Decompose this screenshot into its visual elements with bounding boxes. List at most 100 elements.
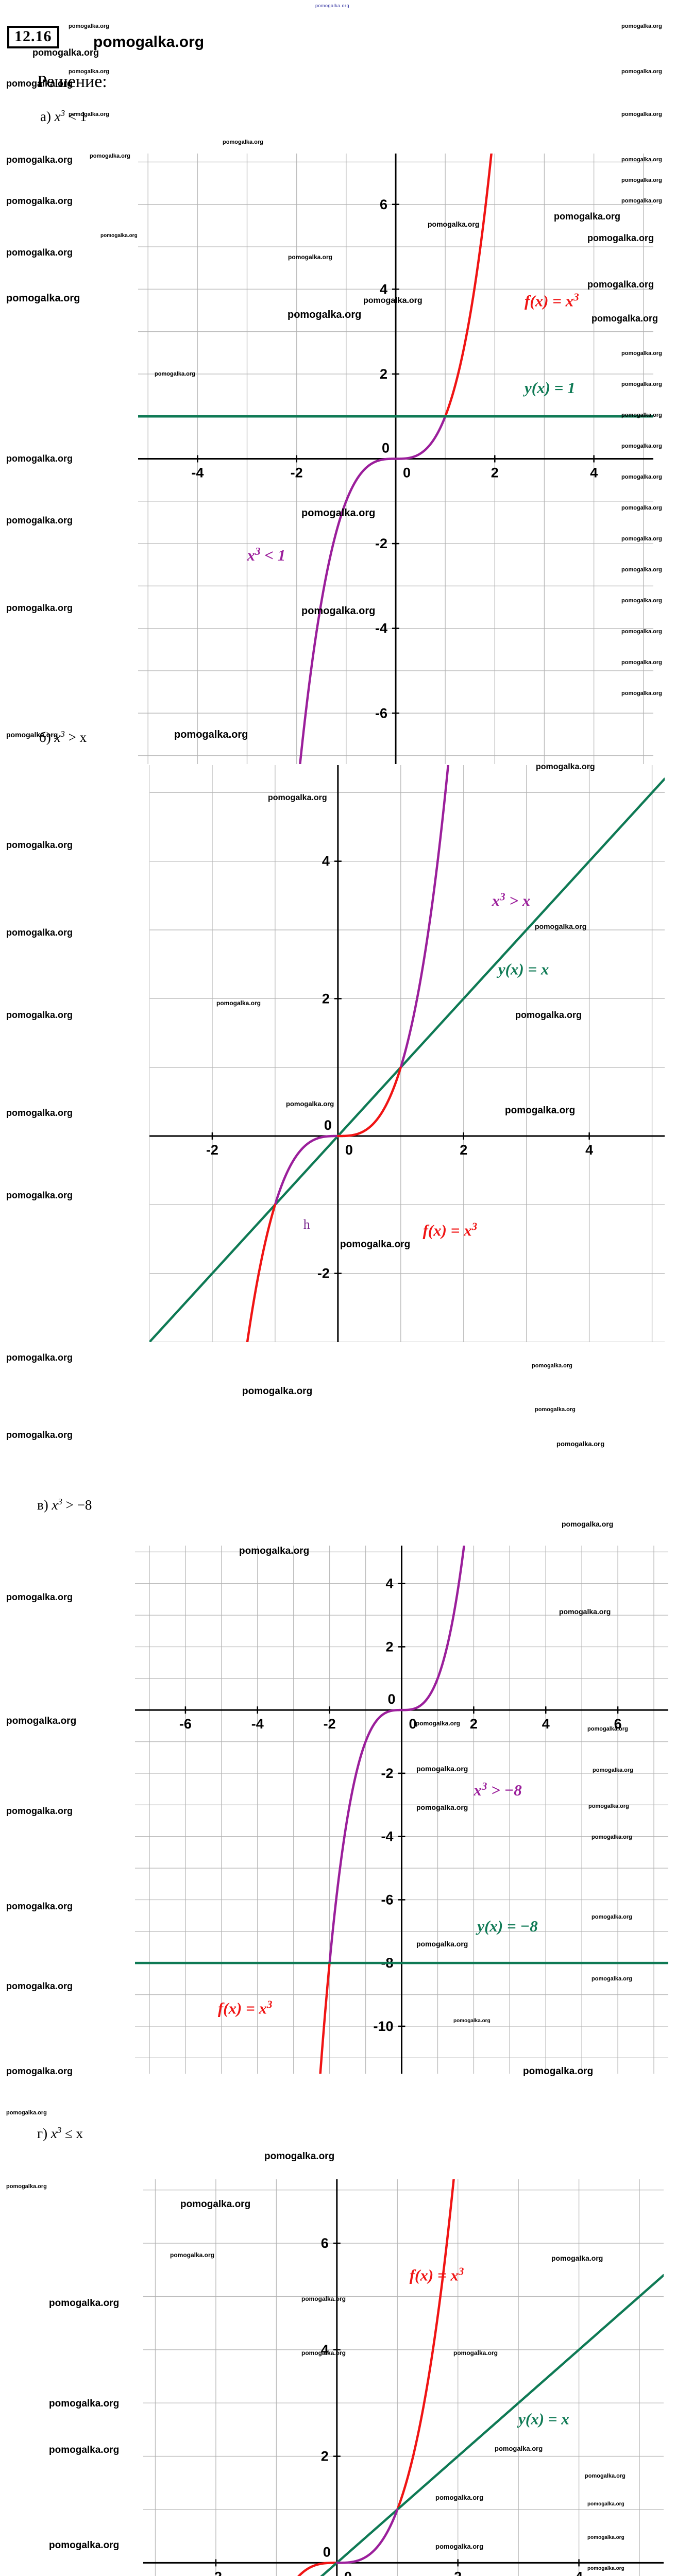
watermark: pomogalka.org [621, 23, 662, 29]
svg-text:f(x) = x3: f(x) = x3 [422, 1220, 477, 1239]
svg-text:0: 0 [403, 465, 411, 481]
svg-text:-6: -6 [375, 705, 387, 721]
svg-text:0: 0 [345, 1142, 353, 1158]
svg-text:0: 0 [382, 440, 390, 456]
data-curves [297, 2179, 664, 2576]
watermark: pomogalka.org [6, 196, 73, 206]
svg-text:2: 2 [454, 2569, 462, 2576]
svg-text:0: 0 [323, 2544, 331, 2560]
svg-text:y(x) = x: y(x) = x [496, 960, 549, 978]
svg-text:0: 0 [409, 1716, 417, 1732]
curve-x-3-1 [299, 415, 447, 764]
watermark: pomogalka.org [621, 111, 662, 117]
svg-text:-2: -2 [210, 2569, 222, 2576]
svg-text:2: 2 [385, 1639, 393, 1654]
svg-text:-4: -4 [375, 621, 387, 636]
svg-text:4: 4 [385, 1576, 393, 1591]
curve-f-x-x-3 [297, 2179, 455, 2576]
watermark: pomogalka.org [6, 247, 73, 258]
svg-text:-6: -6 [381, 1892, 393, 1907]
watermark: pomogalka.org [6, 1430, 73, 1440]
curve-y-x-x [149, 777, 665, 1342]
svg-text:2: 2 [491, 465, 499, 481]
watermark: pomogalka.org [6, 293, 80, 304]
svg-text:4: 4 [321, 2342, 329, 2358]
svg-text:2: 2 [380, 366, 387, 382]
watermark: pomogalka.org [6, 1806, 73, 1816]
grid-lines [143, 2179, 664, 2576]
series-labels: x3 > −8 y(x) = −8 f(x) = x3 [218, 1780, 538, 2018]
svg-text:0: 0 [324, 1117, 332, 1133]
tick-labels: -4 -2 2 4 -6 -4 -2 2 4 6 00 [191, 197, 598, 721]
tick-labels: -2 2 4 -2 2 4 00 [206, 854, 593, 1281]
svg-text:2: 2 [470, 1716, 478, 1732]
watermark: pomogalka.org [223, 139, 263, 145]
watermark: pomogalka.org [532, 1363, 572, 1369]
watermark: pomogalka.org [49, 2398, 120, 2409]
curve-f-x-x-3 [319, 1963, 331, 2074]
part-label-v: в) x3 > −8 [37, 1497, 92, 1513]
solution-heading: Решение: [37, 72, 107, 91]
data-curves [135, 1546, 668, 2074]
svg-text:f(x) = x3: f(x) = x3 [525, 291, 579, 310]
svg-text:4: 4 [322, 854, 330, 869]
exercise-number: 12.16 [14, 28, 52, 45]
svg-text:f(x) = x3: f(x) = x3 [218, 1998, 273, 2017]
data-curves [138, 154, 653, 764]
svg-text:6: 6 [321, 2235, 329, 2251]
watermark: pomogalka.org [100, 233, 138, 239]
svg-text:0: 0 [387, 1691, 395, 1707]
watermark: pomogalka.org [562, 1520, 614, 1528]
watermark: pomogalka.org [242, 1386, 313, 1397]
watermark: pomogalka.org [6, 453, 73, 464]
svg-text:-2: -2 [291, 465, 303, 481]
watermark: pomogalka.org [6, 1901, 73, 1911]
svg-text:f(x) = x3: f(x) = x3 [410, 2265, 464, 2284]
watermark: pomogalka.org [6, 1716, 77, 1726]
graph-a: -4 -2 2 4 -6 -4 -2 2 4 6 0 0 f(x) = x3 x3 < 1 y(x) = 1 [138, 154, 653, 764]
svg-text:0: 0 [344, 2569, 352, 2576]
watermark: pomogalka.org [6, 2110, 47, 2116]
watermark: pomogalka.org [315, 3, 350, 8]
watermark: pomogalka.org [6, 840, 73, 850]
svg-text:-2: -2 [206, 1142, 218, 1158]
svg-text:2: 2 [322, 991, 330, 1006]
svg-text:-4: -4 [381, 1829, 393, 1844]
svg-text:x3 < 1: x3 < 1 [247, 545, 286, 564]
svg-text:4: 4 [585, 1142, 593, 1158]
watermark: pomogalka.org [93, 33, 205, 50]
watermark: pomogalka.org [90, 153, 130, 159]
part-label-a: а) x3 < 1 [40, 108, 87, 124]
curve-x-3-x [274, 765, 450, 1206]
curve-y-x-x [320, 2274, 664, 2576]
svg-text:x3 > x: x3 > x [492, 890, 531, 909]
svg-text:4: 4 [590, 465, 598, 481]
curve-x-3-8 [328, 1546, 465, 1963]
watermark: pomogalka.org [69, 23, 109, 29]
watermark: pomogalka.org [6, 1010, 73, 1020]
watermark: pomogalka.org [535, 1406, 576, 1413]
svg-text:6: 6 [380, 197, 387, 212]
watermark: pomogalka.org [556, 1440, 605, 1448]
part-label-g: г) x3 ≤ x [37, 2125, 83, 2141]
svg-text:4: 4 [542, 1716, 550, 1732]
watermark: pomogalka.org [264, 2151, 335, 2162]
watermark: pomogalka.org [6, 155, 73, 165]
svg-text:y(x) = x: y(x) = x [516, 2410, 569, 2428]
watermark: pomogalka.org [49, 2298, 120, 2309]
watermark: pomogalka.org [6, 2183, 47, 2190]
watermark: pomogalka.org [32, 47, 99, 58]
curve-f-x-x-3 [444, 154, 493, 418]
watermark: pomogalka.org [621, 69, 662, 75]
svg-text:-2: -2 [381, 1766, 393, 1781]
extra-label: h [303, 1217, 310, 1232]
chart-b-svg: -2 2 4 -2 2 4 00 y(x) = x x3 > x f(x) = x3 h [149, 765, 665, 1342]
axes [143, 2179, 664, 2576]
svg-text:-10: -10 [373, 2019, 393, 2034]
watermark: pomogalka.org [6, 603, 73, 613]
svg-text:6: 6 [614, 1716, 622, 1732]
watermark: pomogalka.org [6, 1592, 73, 1602]
svg-text:y(x) = 1: y(x) = 1 [522, 379, 576, 397]
